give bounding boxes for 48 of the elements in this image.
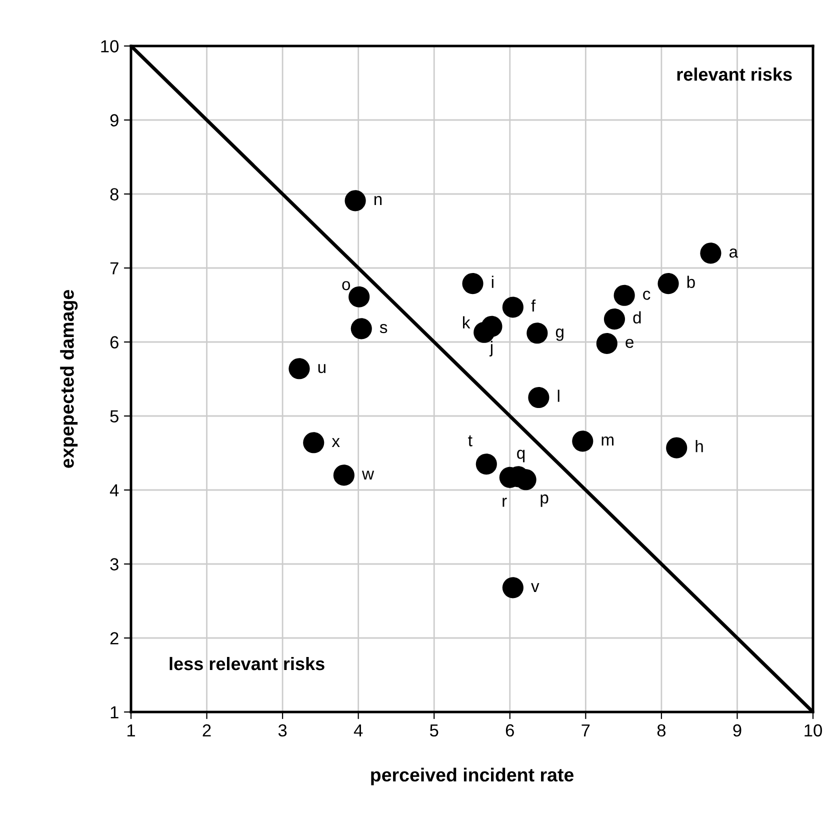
- y-tick-label: 8: [110, 188, 118, 200]
- y-axis-title: expepected damage: [60, 290, 78, 468]
- data-label: a: [729, 248, 738, 258]
- data-label: e: [626, 338, 634, 348]
- annotation: less relevant risks: [170, 656, 324, 670]
- data-label: i: [492, 276, 494, 288]
- data-label: b: [687, 276, 695, 288]
- x-tick-label: 1: [127, 724, 135, 736]
- data-label: c: [643, 290, 650, 300]
- data-label: g: [556, 328, 564, 341]
- data-label: f: [531, 299, 536, 312]
- data-label: d: [633, 311, 641, 324]
- x-tick-label: 5: [430, 724, 438, 737]
- y-tick-label: 4: [110, 484, 119, 496]
- data-label: n: [374, 196, 382, 205]
- y-tick-label: 7: [110, 262, 118, 274]
- data-label: l: [558, 390, 560, 402]
- x-tick-label: 9: [733, 724, 742, 737]
- x-axis-title: perceived incident rate: [371, 768, 574, 786]
- data-label: h: [696, 440, 703, 452]
- data-label: m: [602, 436, 614, 446]
- data-label: j: [489, 340, 492, 356]
- x-tick-label: 10: [804, 724, 822, 737]
- x-tick-label: 8: [657, 724, 666, 737]
- x-tick-label: 2: [202, 724, 211, 736]
- y-tick-label: 9: [110, 114, 118, 126]
- x-tick-label: 6: [506, 724, 514, 737]
- data-label: t: [468, 435, 472, 446]
- data-label: u: [318, 364, 326, 374]
- data-label: w: [362, 470, 374, 480]
- data-label: k: [463, 316, 470, 328]
- y-tick-label: 1: [110, 706, 118, 718]
- y-tick-label: 6: [110, 336, 118, 348]
- y-tick-label: 2: [110, 632, 118, 644]
- x-tick-label: 3: [278, 724, 287, 737]
- y-tick-label: 5: [110, 410, 118, 422]
- data-label: x: [332, 438, 340, 447]
- annotation: relevant risks: [677, 68, 792, 81]
- data-label: r: [502, 498, 507, 507]
- data-label: v: [531, 583, 540, 592]
- y-tick-label: 10: [101, 40, 119, 52]
- data-label: q: [517, 450, 525, 462]
- data-label: s: [380, 324, 388, 334]
- data-label: o: [342, 281, 350, 290]
- x-tick-label: 7: [582, 724, 590, 736]
- y-tick-label: 3: [110, 558, 118, 570]
- data-label: p: [540, 494, 548, 507]
- x-tick-label: 4: [354, 724, 363, 736]
